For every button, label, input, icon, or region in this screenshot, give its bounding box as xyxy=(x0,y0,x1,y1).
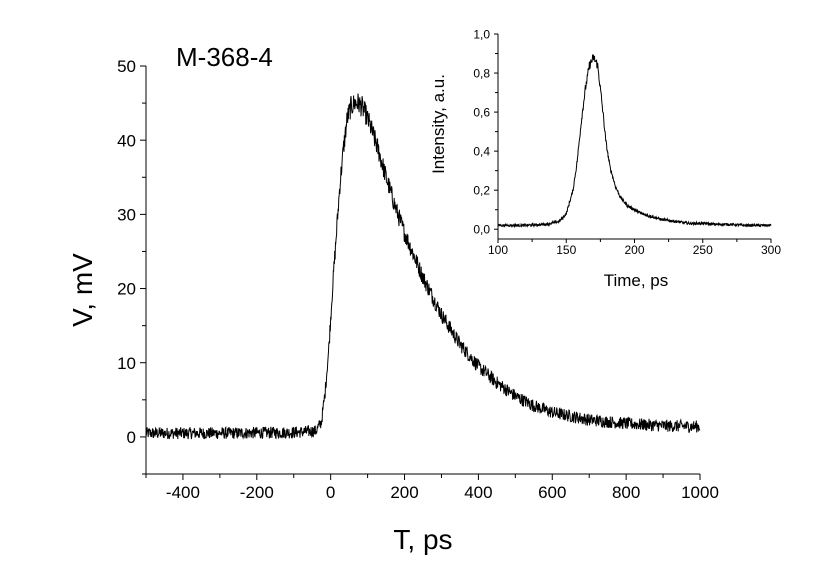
inset-series-line xyxy=(497,54,772,229)
y-tick-label: 20 xyxy=(117,280,136,299)
x-tick-label: 800 xyxy=(612,483,640,502)
x-tick-label: 200 xyxy=(624,243,644,257)
y-tick-label: 0,8 xyxy=(473,66,490,80)
x-tick-label: -400 xyxy=(166,483,200,502)
chart-title: M-368-4 xyxy=(176,42,273,72)
main-x-ticks: -400 -200 0 200 400 600 800 1000 xyxy=(145,474,719,502)
x-tick-label: 150 xyxy=(556,243,576,257)
y-tick-label: 0 xyxy=(127,428,136,447)
y-tick-label: 0,4 xyxy=(473,144,490,158)
y-tick-label: 1,0 xyxy=(473,27,490,41)
y-tick-label: 50 xyxy=(117,57,136,76)
y-tick-label: 30 xyxy=(117,205,136,224)
x-tick-label: -200 xyxy=(240,483,274,502)
main-chart: M-368-4 -400 -200 0 200 400 600 800 1000 0 10 20 3… xyxy=(67,42,719,555)
inset-chart: 100 150 200 250 300 0,0 0,2 0,4 0,6 0,8 1,0 Time,… xyxy=(429,27,781,290)
y-tick-label: 10 xyxy=(117,354,136,373)
y-tick-label: 0,0 xyxy=(473,223,490,237)
y-tick-label: 40 xyxy=(117,131,136,150)
inset-y-ticks: 0,0 0,2 0,4 0,6 0,8 1,0 xyxy=(473,27,498,237)
main-axes xyxy=(145,66,700,475)
x-tick-label: 250 xyxy=(693,243,713,257)
x-tick-label: 100 xyxy=(488,243,508,257)
x-axis-label: T, ps xyxy=(393,524,452,555)
x-tick-label: 400 xyxy=(464,483,492,502)
inset-y-axis-label: Intensity, a.u. xyxy=(429,74,448,174)
inset-x-axis-label: Time, ps xyxy=(604,271,669,290)
y-axis-label: V, mV xyxy=(67,253,98,327)
x-tick-label: 300 xyxy=(761,243,781,257)
x-tick-label: 0 xyxy=(326,483,335,502)
x-tick-label: 1000 xyxy=(681,483,719,502)
series-line xyxy=(145,93,701,440)
inset-x-ticks: 100 150 200 250 300 xyxy=(488,239,781,257)
x-tick-label: 200 xyxy=(390,483,418,502)
y-tick-label: 0,2 xyxy=(473,184,490,198)
x-tick-label: 600 xyxy=(538,483,566,502)
main-y-ticks: 0 10 20 30 40 50 xyxy=(117,57,146,475)
y-tick-label: 0,6 xyxy=(473,105,490,119)
